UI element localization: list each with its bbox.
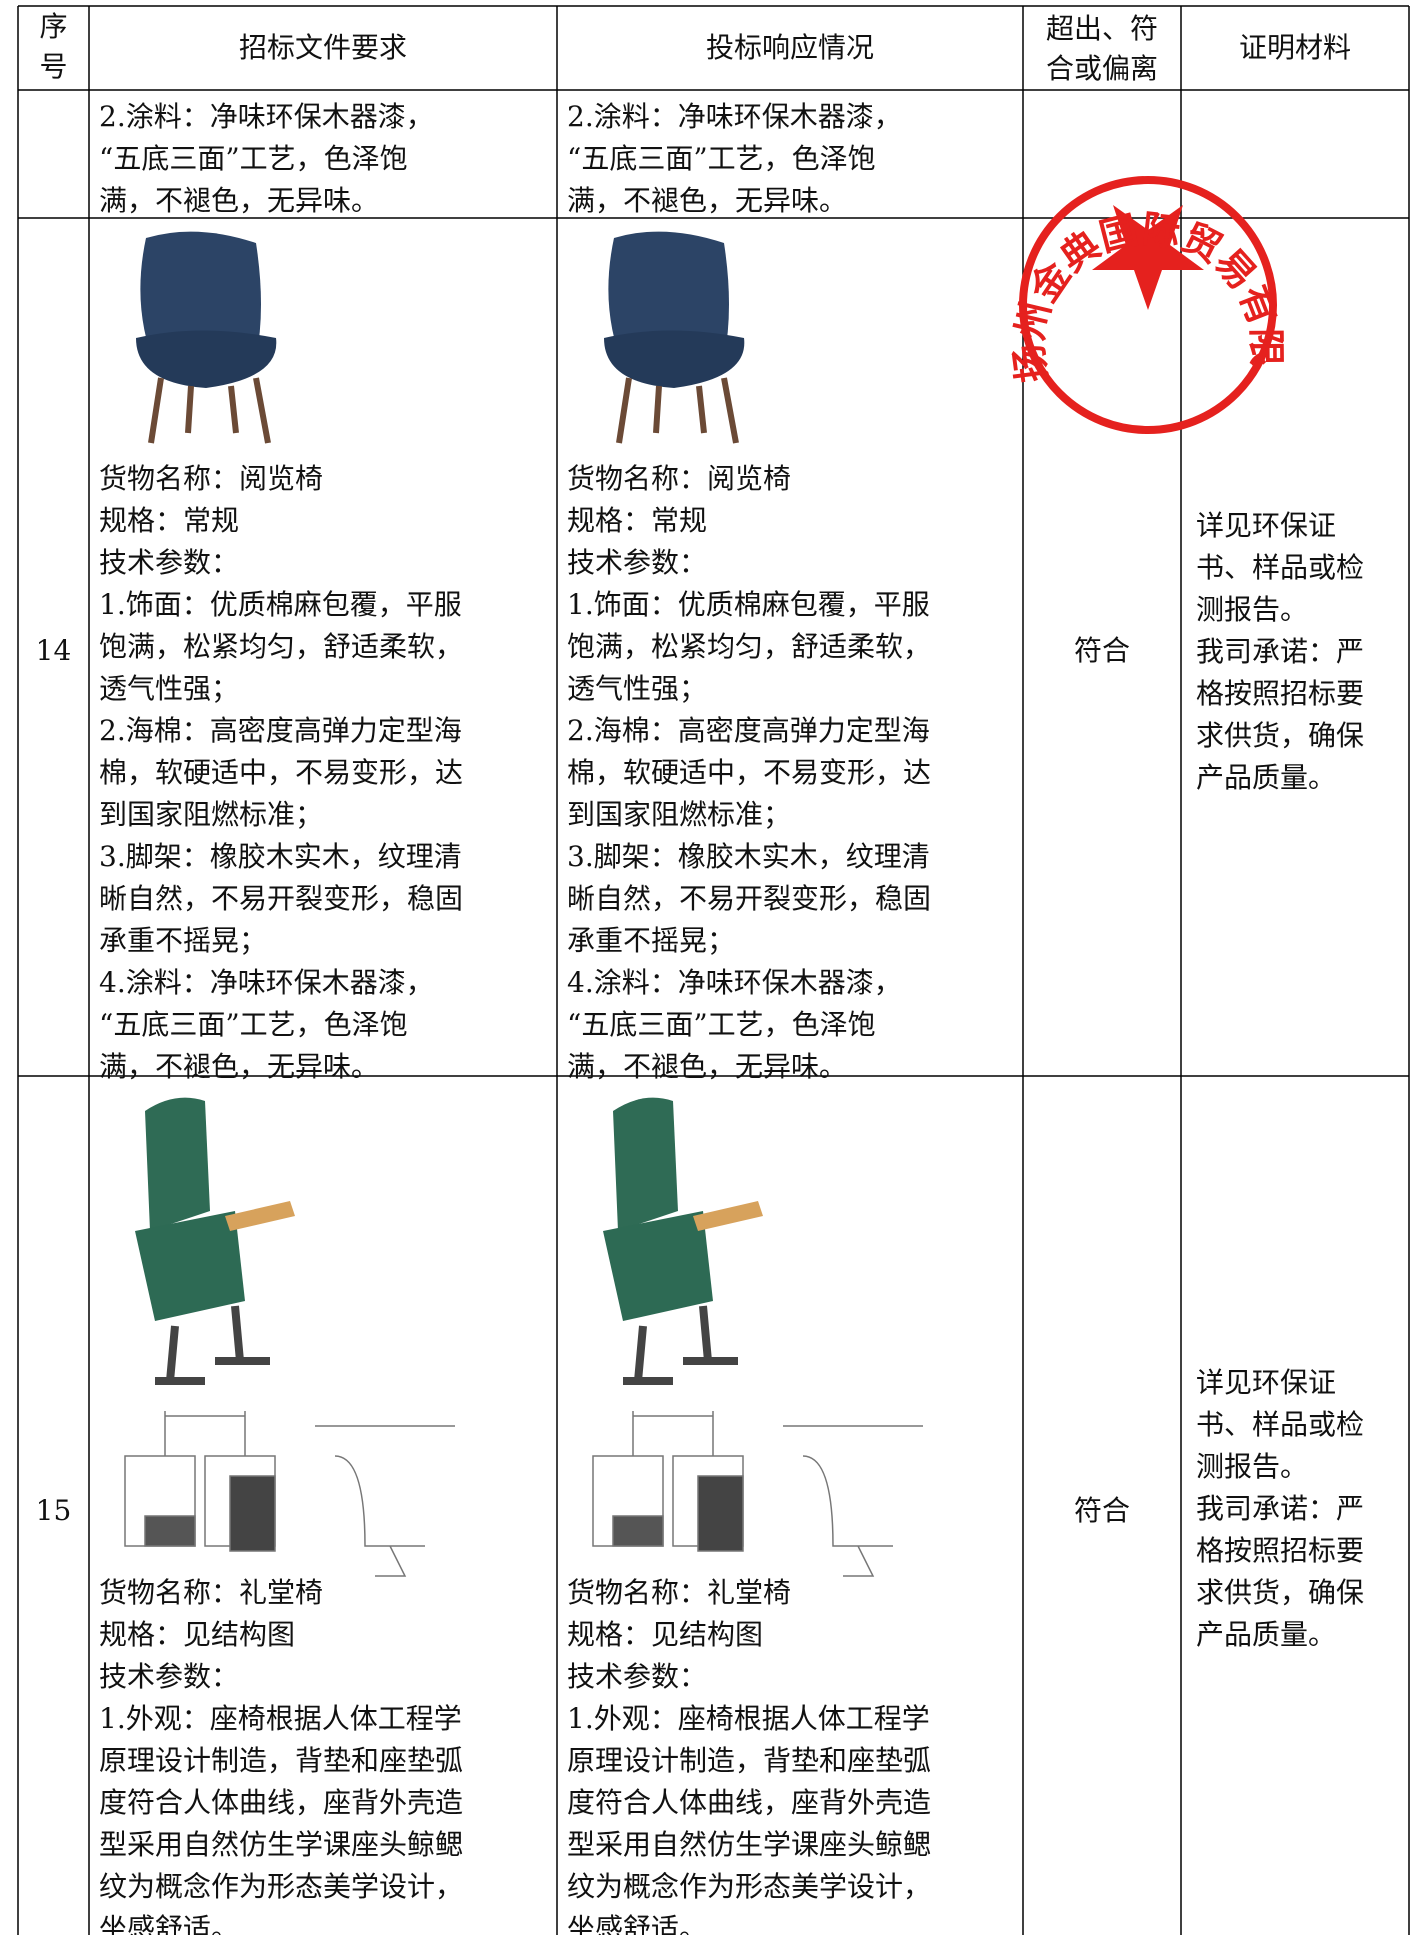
header-cell: 证明材料 [1238,31,1351,64]
evidence-line: 测报告。 [1196,1450,1309,1483]
requirement-line: 纹为概念作为形态美学设计， [99,1870,464,1903]
requirement-line: 规格：见结构图 [99,1618,296,1651]
chair-image [124,1097,455,1577]
response-line: “五底三面”工艺，色泽饱 [567,142,876,175]
requirement-line: “五底三面”工艺，色泽饱 [99,142,408,175]
response-line: “五底三面”工艺，色泽饱 [567,1008,876,1041]
seq: 14 [35,634,72,667]
requirement-line: 到国家阻燃标准； [99,798,324,831]
requirement-line: 1.外观：座椅根据人体工程学 [99,1702,462,1735]
response-line: 4.涂料：净味环保木器漆， [567,966,902,999]
header-cell: 招标文件要求 [238,31,407,64]
evidence-line: 我司承诺：严 [1196,635,1365,668]
requirement-line: 饱满，松紧均匀，舒适柔软， [99,630,464,663]
chair-image [604,231,745,444]
response-line: 晰自然，不易开裂变形，稳固 [567,882,932,915]
response-line: 规格：见结构图 [567,1618,764,1651]
seq: 15 [35,1494,72,1527]
requirement-line: 货物名称：礼堂椅 [99,1576,324,1609]
evidence-line: 详见环保证 [1196,509,1337,542]
header-cell: 序 [39,10,68,43]
header-cell: 投标响应情况 [705,31,874,64]
header-cell: 超出、符 [1045,12,1158,45]
response-line: 2.涂料：净味环保木器漆， [567,100,902,133]
requirement-line: 2.涂料：净味环保木器漆， [99,100,434,133]
response-line: 满，不褪色，无异味。 [567,1050,848,1083]
response-line: 度符合人体曲线，座背外壳造 [567,1786,932,1819]
requirement-line: 棉，软硬适中，不易变形，达 [99,756,464,789]
chair-image [136,231,277,444]
requirement-line: 2.海棉：高密度高弹力定型海 [99,714,462,747]
evidence-line: 格按照招标要 [1196,1534,1365,1567]
requirement-line: 晰自然，不易开裂变形，稳固 [99,882,464,915]
requirement-line: 4.涂料：净味环保木器漆， [99,966,434,999]
response-line: 1.饰面：优质棉麻包覆，平服 [567,588,930,621]
response-line: 型采用自然仿生学课座头鲸鳃 [567,1828,932,1861]
requirement-line: 承重不摇晃； [99,924,268,957]
requirement-line: 3.脚架：橡胶木实木，纹理清 [99,840,462,873]
evidence-line: 格按照招标要 [1196,677,1365,710]
requirement-line: 满，不褪色，无异味。 [99,184,380,217]
requirement-line: 原理设计制造，背垫和座垫弧 [99,1744,464,1777]
response-line: 原理设计制造，背垫和座垫弧 [567,1744,932,1777]
evidence-line: 我司承诺：严 [1196,1492,1365,1525]
response-line: 规格：常规 [567,504,708,537]
requirement-line: 满，不褪色，无异味。 [99,1050,380,1083]
response-line: 满，不褪色，无异味。 [567,184,848,217]
evidence-line: 求供货，确保 [1196,719,1365,752]
evidence-line: 测报告。 [1196,593,1309,626]
requirement-line: 规格：常规 [99,504,240,537]
deviation: 符合 [1073,634,1130,667]
response-line: 透气性强； [567,672,708,705]
response-line: 2.海棉：高密度高弹力定型海 [567,714,930,747]
evidence-line: 书、样品或检 [1196,1408,1365,1441]
requirement-line: 坐感舒适。 [99,1912,240,1935]
requirement-line: 型采用自然仿生学课座头鲸鳃 [99,1828,464,1861]
response-line: 技术参数： [567,1660,708,1693]
header-cell: 号 [39,50,68,83]
response-line: 货物名称：阅览椅 [567,462,792,495]
requirement-line: 度符合人体曲线，座背外壳造 [99,1786,464,1819]
response-line: 技术参数： [567,546,708,579]
response-line: 到国家阻燃标准； [567,798,792,831]
evidence-line: 产品质量。 [1196,1618,1337,1651]
requirement-line: 技术参数： [99,546,240,579]
requirement-line: 货物名称：阅览椅 [99,462,324,495]
requirement-line: 1.饰面：优质棉麻包覆，平服 [99,588,462,621]
response-line: 3.脚架：橡胶木实木，纹理清 [567,840,930,873]
response-line: 1.外观：座椅根据人体工程学 [567,1702,930,1735]
chair-image [592,1097,923,1577]
header-cell: 合或偏离 [1045,52,1158,85]
requirement-line: 技术参数： [99,1660,240,1693]
response-line: 棉，软硬适中，不易变形，达 [567,756,932,789]
evidence-line: 求供货，确保 [1196,1576,1365,1609]
response-line: 货物名称：礼堂椅 [567,1576,792,1609]
response-line: 坐感舒适。 [567,1912,708,1935]
response-line: 纹为概念作为形态美学设计， [567,1870,932,1903]
evidence-line: 书、样品或检 [1196,551,1365,584]
response-line: 饱满，松紧均匀，舒适柔软， [567,630,932,663]
evidence-line: 详见环保证 [1196,1366,1337,1399]
requirement-line: 透气性强； [99,672,240,705]
requirement-line: “五底三面”工艺，色泽饱 [99,1008,408,1041]
response-line: 承重不摇晃； [567,924,736,957]
deviation: 符合 [1073,1494,1130,1527]
evidence-line: 产品质量。 [1196,761,1337,794]
